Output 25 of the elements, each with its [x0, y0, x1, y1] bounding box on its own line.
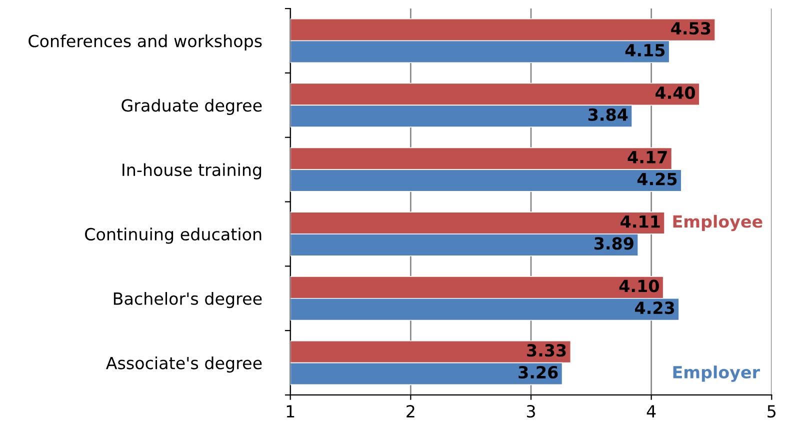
data-label: 4.11: [620, 215, 660, 228]
x-tick-label: 2: [406, 404, 414, 418]
y-tick-label: Graduate degree: [122, 98, 262, 115]
data-label: 3.26: [518, 366, 558, 379]
y-tick-label: Continuing education: [85, 228, 262, 244]
y-tick-label: In-house training: [122, 163, 262, 180]
x-tick-label: 4: [646, 405, 656, 418]
data-label: 3.33: [527, 344, 566, 357]
y-tick-label: Bachelor's degree: [114, 292, 262, 308]
data-label: 4.40: [655, 86, 696, 100]
data-label: 4.10: [619, 280, 659, 292]
data-label: 3.84: [588, 108, 628, 121]
data-label: 4.15: [625, 44, 665, 57]
text: Employer: [673, 366, 760, 382]
series-label: Employee: [673, 214, 762, 232]
data-label: 4.25: [637, 172, 677, 186]
x-tick-label: 3: [526, 404, 535, 418]
y-tick-label: Conferences and workshops: [28, 34, 262, 51]
y-tick-label: Associate's degree: [106, 356, 262, 373]
data-label: 4.17: [628, 151, 667, 164]
x-tick-label: 1: [286, 405, 294, 418]
data-label: 4.53: [671, 22, 710, 35]
data-label: 4.23: [635, 302, 674, 314]
x-tick-label: 5: [768, 405, 776, 418]
data-label: 3.89: [594, 237, 634, 250]
